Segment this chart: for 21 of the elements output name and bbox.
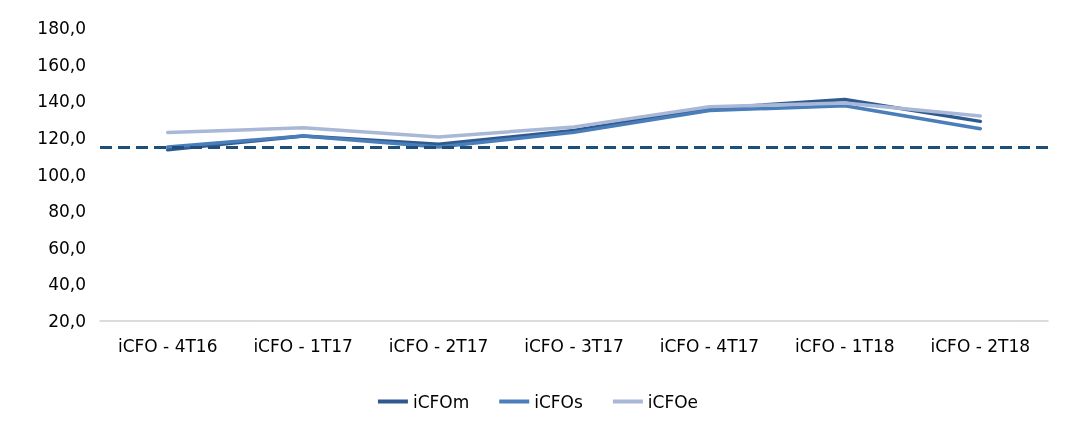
y-tick-label: 160,0 <box>37 54 86 75</box>
y-tick-label: 180,0 <box>37 18 86 38</box>
x-tick-label: iCFO - 2T18 <box>930 335 1031 356</box>
y-tick-label: 60,0 <box>48 237 86 258</box>
line-series <box>165 104 983 149</box>
legend-label: iCFOs <box>534 391 583 412</box>
x-tick-label: iCFO - 2T17 <box>388 335 489 356</box>
x-tick-label: iCFO - 3T17 <box>524 335 624 356</box>
y-tick-label: 120,0 <box>37 127 86 148</box>
y-tick-label: 20,0 <box>48 311 86 331</box>
x-tick-label: iCFO - 4T16 <box>117 335 218 356</box>
y-tick-label: 40,0 <box>48 274 86 295</box>
y-tick-label: 80,0 <box>48 201 86 222</box>
legend-label: iCFOm <box>412 391 470 412</box>
line-series <box>165 101 983 139</box>
y-tick-label: 140,0 <box>37 91 86 112</box>
x-tick-label: iCFO - 4T17 <box>659 335 760 356</box>
x-tick-label: iCFO - 1T18 <box>795 335 895 356</box>
legend-label: iCFOe <box>647 391 699 412</box>
x-tick-label: iCFO - 1T17 <box>253 335 353 356</box>
y-tick-label: 100,0 <box>37 164 86 185</box>
